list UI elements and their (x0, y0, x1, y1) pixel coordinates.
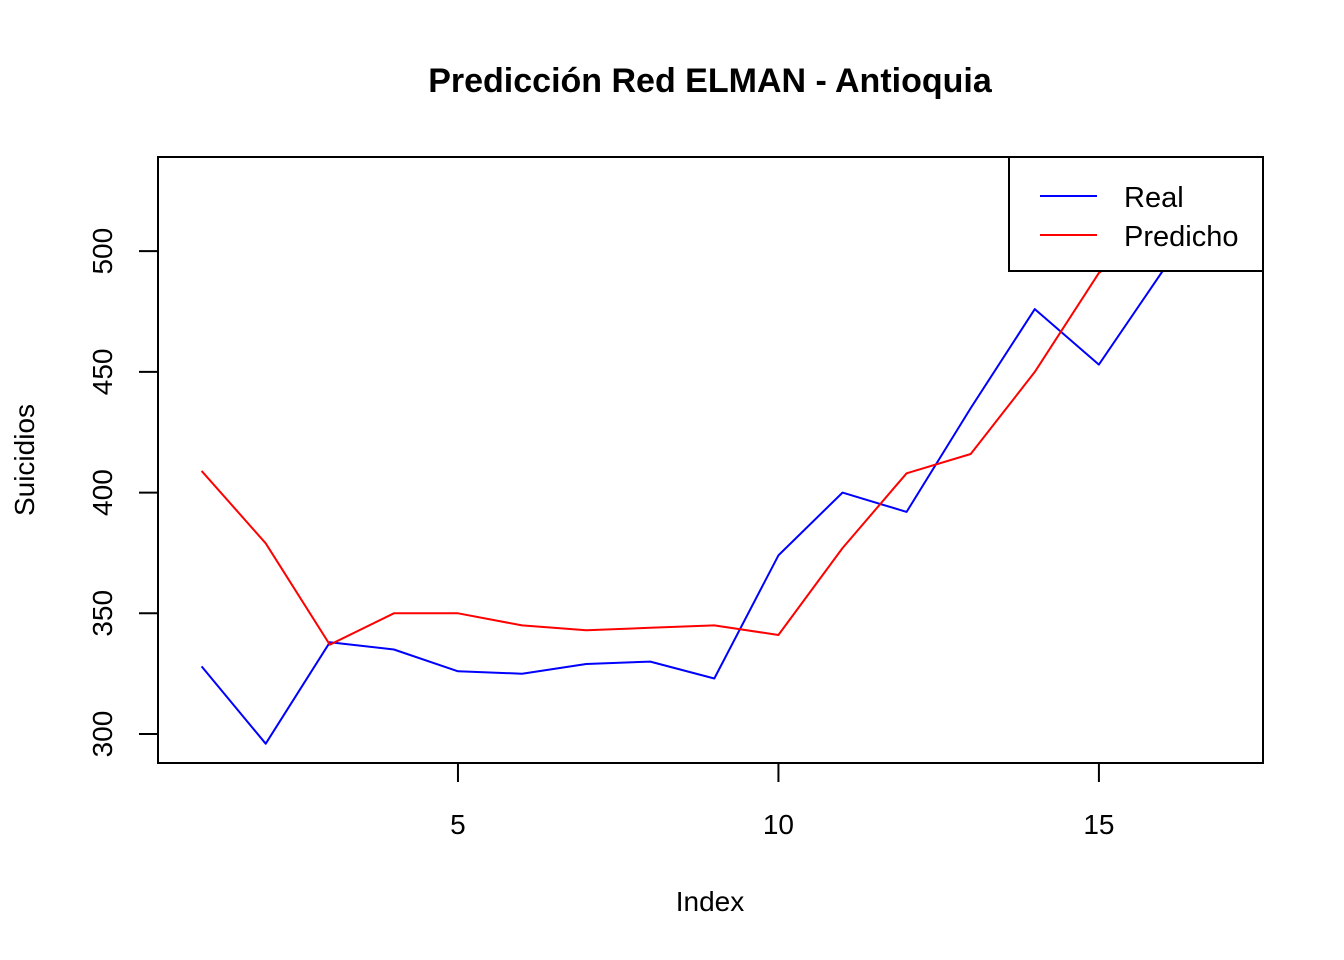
chart-title: Predicción Red ELMAN - Antioquia (428, 62, 993, 100)
y-tick-label: 300 (87, 711, 118, 758)
y-axis: 300 350 400 450 500 (87, 228, 159, 758)
legend-box (1008, 156, 1264, 272)
legend-label-real: Real (1124, 182, 1184, 214)
x-tick-label: 10 (763, 809, 794, 840)
x-tick-label: 15 (1083, 809, 1114, 840)
series-line-predicho (200, 157, 1227, 646)
y-axis-label: Suicidios (9, 404, 40, 516)
legend-label-predicho: Predicho (1124, 221, 1238, 253)
series-lines (200, 157, 1228, 745)
series-line-real (200, 178, 1228, 745)
y-tick-label: 450 (87, 349, 118, 396)
y-tick-label: 500 (87, 228, 118, 275)
x-tick-label: 5 (450, 809, 466, 840)
x-axis-label: Index (676, 886, 745, 917)
y-tick-label: 400 (87, 469, 118, 516)
x-axis: 5 10 15 (450, 762, 1114, 840)
y-tick-label: 350 (87, 590, 118, 637)
legend: Real Predicho (1008, 156, 1264, 272)
